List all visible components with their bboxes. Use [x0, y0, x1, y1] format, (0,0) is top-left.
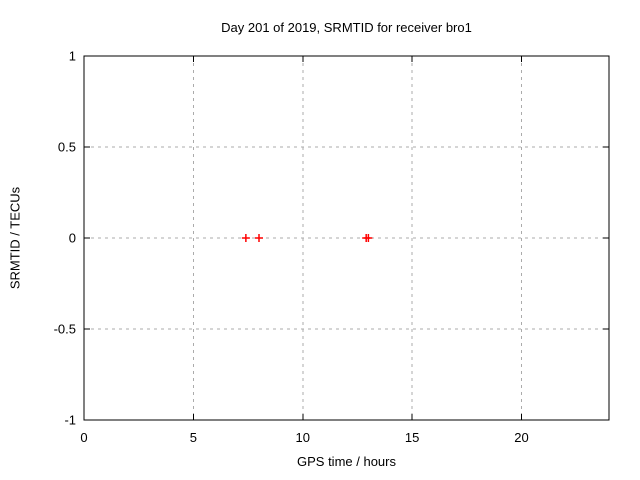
- y-tick-label: 0: [69, 231, 76, 246]
- chart-title: Day 201 of 2019, SRMTID for receiver bro…: [221, 20, 472, 35]
- y-tick-label: 0.5: [58, 140, 76, 155]
- x-axis-label: GPS time / hours: [297, 454, 396, 469]
- x-tick-label: 10: [296, 430, 310, 445]
- x-tick-label: 5: [190, 430, 197, 445]
- x-tick-label: 15: [405, 430, 419, 445]
- y-tick-label: 1: [69, 49, 76, 64]
- y-tick-label: -0.5: [54, 322, 76, 337]
- x-tick-label: 20: [514, 430, 528, 445]
- y-tick-label: -1: [64, 413, 76, 428]
- x-tick-label: 0: [80, 430, 87, 445]
